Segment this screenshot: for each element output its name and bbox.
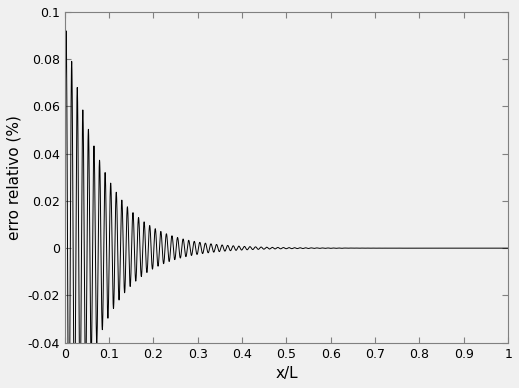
Y-axis label: erro relativo (%): erro relativo (%) [7,115,22,240]
X-axis label: x/L: x/L [275,366,298,381]
